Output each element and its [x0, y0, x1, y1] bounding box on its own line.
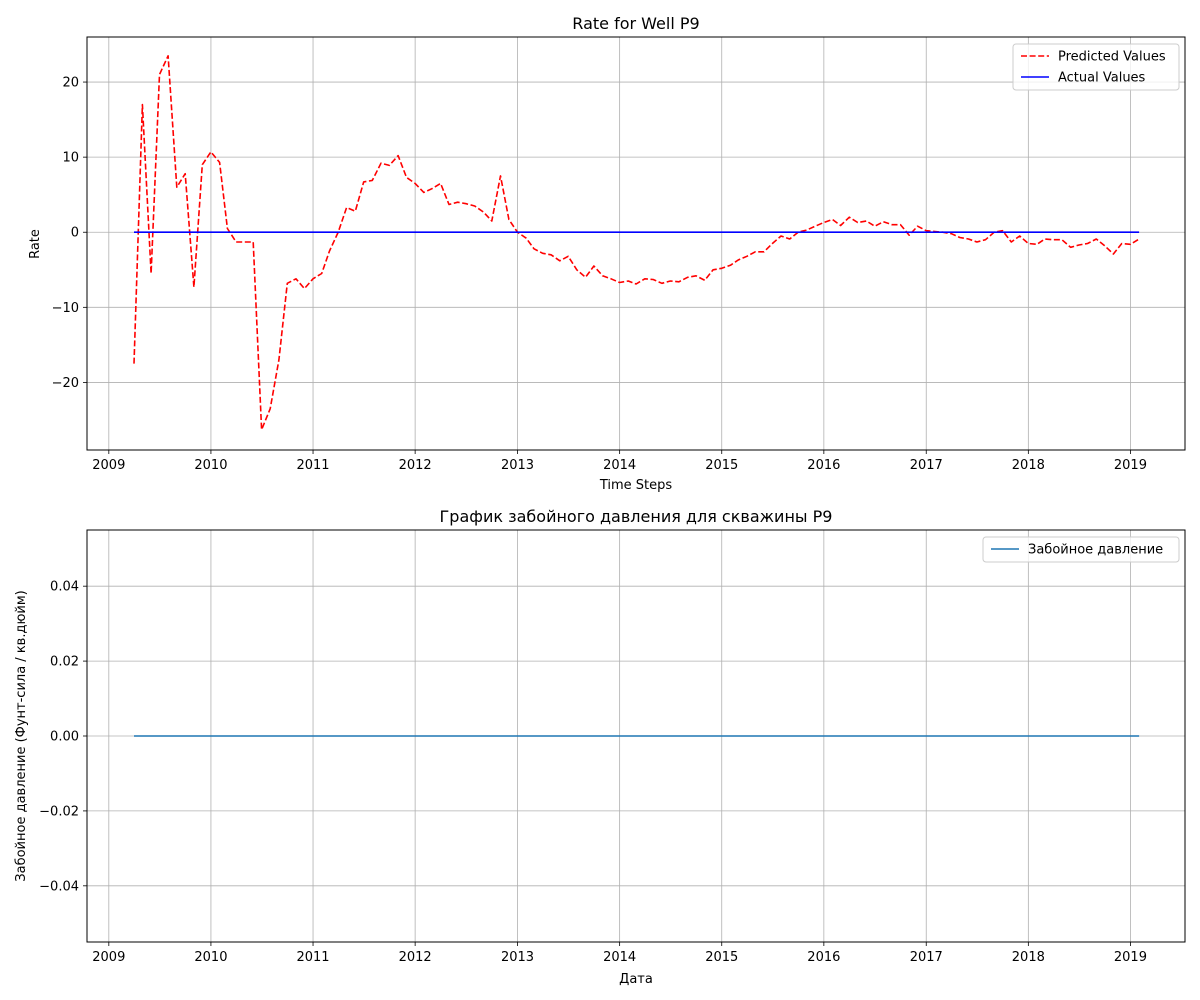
x-tick-label: 2010	[194, 950, 227, 965]
y-tick-label: 20	[62, 76, 79, 91]
x-tick-label: 2010	[194, 458, 227, 473]
legend-label: Забойное давление	[1028, 543, 1163, 558]
x-tick-label: 2014	[603, 950, 636, 965]
x-tick-label: 2017	[910, 950, 943, 965]
pressure-chart: График забойного давления для скважины P…	[14, 507, 1186, 987]
legend-box	[1012, 43, 1180, 91]
x-tick-label: 2018	[1012, 950, 1045, 965]
legend-box	[982, 536, 1180, 563]
x-tick-label: 2013	[501, 950, 534, 965]
y-axis-ticks: 20 10 0 −10 −20	[52, 76, 87, 391]
chart-title: График забойного давления для скважины P…	[440, 507, 833, 526]
x-tick-label: 2019	[1114, 458, 1147, 473]
x-axis-ticks: 2009 2010 2011 2012 2013 2014 2015 2016 2017 2018…	[92, 942, 1147, 965]
legend-label: Actual Values	[1058, 71, 1146, 86]
y-tick-label: −0.02	[39, 804, 79, 819]
x-tick-label: 2018	[1012, 458, 1045, 473]
legend: Забойное давление	[982, 536, 1180, 563]
x-tick-label: 2016	[807, 458, 840, 473]
y-tick-label: 0	[71, 226, 79, 241]
y-tick-label: −20	[52, 376, 79, 391]
plot-frame	[86, 36, 1186, 451]
x-tick-label: 2011	[296, 950, 329, 965]
x-tick-label: 2009	[92, 950, 125, 965]
chart-title: Rate for Well P9	[572, 14, 699, 33]
x-tick-label: 2017	[910, 458, 943, 473]
x-tick-label: 2015	[705, 458, 738, 473]
y-tick-label: 0.00	[50, 730, 79, 745]
x-tick-label: 2009	[92, 458, 125, 473]
x-axis-label: Time Steps	[599, 478, 673, 493]
y-tick-label: −0.04	[39, 879, 79, 894]
x-tick-label: 2015	[705, 950, 738, 965]
grid-lines	[87, 37, 1185, 450]
x-tick-label: 2012	[399, 950, 432, 965]
x-axis-ticks: 2009 2010 2011 2012 2013 2014 2015 2016 2017 2018…	[92, 450, 1147, 473]
x-tick-label: 2016	[807, 950, 840, 965]
y-axis-label: Забойное давление (Фунт-сила / кв.дюйм)	[14, 590, 29, 881]
legend: Predicted Values Actual Values	[1012, 43, 1180, 91]
x-tick-label: 2011	[296, 458, 329, 473]
x-tick-label: 2012	[399, 458, 432, 473]
rate-chart: Rate for Well P9 2009 2010 2011 2012 2013 201…	[28, 14, 1186, 493]
y-tick-label: −10	[52, 301, 79, 316]
x-tick-label: 2019	[1114, 950, 1147, 965]
y-axis-ticks: 0.04 0.02 0.00 −0.02 −0.04	[39, 580, 87, 894]
x-tick-label: 2014	[603, 458, 636, 473]
y-tick-label: 0.02	[50, 655, 79, 670]
x-tick-label: 2013	[501, 458, 534, 473]
y-tick-label: 0.04	[50, 580, 79, 595]
y-tick-label: 10	[62, 151, 79, 166]
plot-series	[133, 54, 1140, 431]
x-axis-label: Дата	[619, 972, 653, 987]
y-axis-label: Rate	[28, 229, 43, 259]
legend-label: Predicted Values	[1058, 50, 1166, 65]
series-line	[133, 54, 1140, 431]
